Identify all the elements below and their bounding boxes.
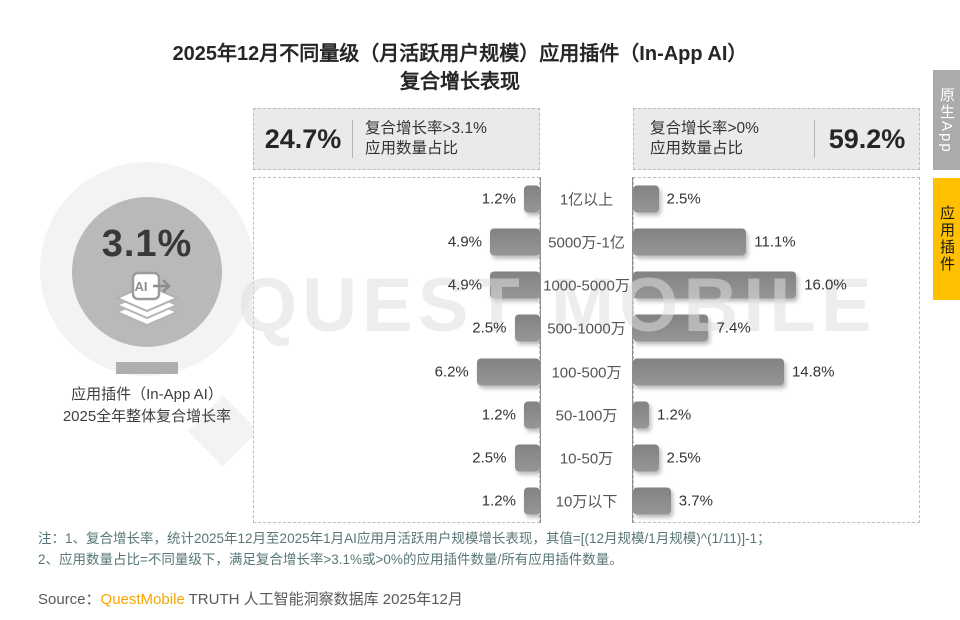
left-bar <box>490 228 540 256</box>
left-bar <box>514 314 540 342</box>
source-brand: QuestMobile <box>100 591 185 608</box>
left-bar <box>524 185 540 213</box>
right-value-label: 1.2% <box>657 406 692 424</box>
summary-box-left: 24.7% 复合增长率>3.1% 应用数量占比 <box>253 108 540 170</box>
left-value-label: 1.2% <box>481 406 516 424</box>
summary-left-value: 24.7% <box>264 123 342 154</box>
left-bar <box>514 444 540 472</box>
overall-growth-value: 3.1% <box>101 223 193 265</box>
right-value-label: 14.8% <box>791 363 835 381</box>
left-value-label: 4.9% <box>447 276 483 294</box>
page-title-line2: 复合增长表现 <box>400 71 520 93</box>
source-prefix: Source： <box>38 591 101 608</box>
chart-row: 4.9% 5000万-1亿 11.1% <box>253 220 920 263</box>
source-line: Source：QuestMobile TRUTH 人工智能洞察数据库 2025年… <box>38 588 463 609</box>
summary-right-label: 复合增长率>0% 应用数量占比 <box>650 120 759 157</box>
chart-row: 6.2% 100-500万 14.8% <box>253 350 920 393</box>
overall-growth-circle: 3.1% AI <box>72 197 222 347</box>
ai-plugin-icon: AI <box>114 271 180 327</box>
chart-row: 1.2% 50-100万 1.2% <box>253 393 920 436</box>
category-label: 50-100万 <box>555 407 618 425</box>
left-value-label: 2.5% <box>472 449 507 467</box>
category-label: 10万以下 <box>555 493 618 511</box>
right-bar <box>633 185 659 213</box>
left-bar <box>524 487 540 515</box>
overall-growth-caption-line1: 应用插件（In-App AI） <box>71 386 223 403</box>
left-value-label: 1.2% <box>481 190 516 208</box>
summary-left-label: 复合增长率>3.1% 应用数量占比 <box>365 120 487 157</box>
left-value-label: 1.2% <box>481 492 516 510</box>
right-value-label: 16.0% <box>804 276 847 294</box>
summary-right-value: 59.2% <box>828 123 906 154</box>
right-value-label: 2.5% <box>666 449 701 467</box>
left-value-label: 6.2% <box>434 363 469 381</box>
page-title-line1: 2025年12月不同量级（月活跃用户规模）应用插件（In-App AI） <box>172 43 748 65</box>
overall-growth-caption: 应用插件（In-App AI） 2025全年整体复合增长率 <box>17 384 277 428</box>
summary-right-divider <box>814 120 815 158</box>
chart-row: 1.2% 10万以下 3.7% <box>253 480 920 523</box>
right-value-label: 7.4% <box>716 319 751 337</box>
left-value-label: 4.9% <box>447 233 483 251</box>
right-value-label: 11.1% <box>754 233 796 251</box>
right-bar <box>633 271 797 299</box>
right-bar <box>633 401 649 429</box>
svg-text:AI: AI <box>135 279 148 294</box>
category-label: 500-1000万 <box>547 320 626 338</box>
overall-growth-caption-line2: 2025全年整体复合增长率 <box>62 408 232 425</box>
right-bar <box>633 444 659 472</box>
chart-row: 1.2% 1亿以上 2.5% <box>253 177 920 220</box>
right-bar <box>633 358 784 386</box>
bidirectional-bar-chart: 1.2% 1亿以上 2.5% 4.9% 5000万-1亿 11.1% 4.9% 1000-50… <box>253 177 920 523</box>
footnote: 注：1、复合增长率，统计2025年12月至2025年1月AI应用月活跃用户规模增… <box>38 528 932 570</box>
category-label: 10-50万 <box>559 450 614 468</box>
category-label: 100-500万 <box>551 364 622 382</box>
chart-row: 4.9% 1000-5000万 16.0% <box>253 264 920 307</box>
right-bar <box>633 314 709 342</box>
circle-pedestal <box>116 362 178 374</box>
source-suffix: TRUTH 人工智能洞察数据库 2025年12月 <box>184 591 463 608</box>
footnote-line1: 注：1、复合增长率，统计2025年12月至2025年1月AI应用月活跃用户规模增… <box>38 531 771 546</box>
footnote-line2: 2、应用数量占比=不同量级下，满足复合增长率>3.1%或>0%的应用插件数量/所… <box>38 552 623 567</box>
left-bar <box>476 358 540 386</box>
page-title: 2025年12月不同量级（月活跃用户规模）应用插件（In-App AI） 复合增… <box>0 40 920 96</box>
chart-row: 2.5% 10-50万 2.5% <box>253 437 920 480</box>
right-value-label: 3.7% <box>678 492 713 510</box>
summary-left-divider <box>352 120 353 158</box>
left-bar <box>490 271 540 299</box>
left-value-label: 2.5% <box>472 319 507 337</box>
chart-row: 2.5% 500-1000万 7.4% <box>253 307 920 350</box>
chart-rows: 1.2% 1亿以上 2.5% 4.9% 5000万-1亿 11.1% 4.9% 1000-50… <box>253 177 920 523</box>
category-column <box>540 177 633 523</box>
left-bar <box>524 401 540 429</box>
summary-box-right: 复合增长率>0% 应用数量占比 59.2% <box>633 108 920 170</box>
tab-app-plugin[interactable]: 应用插件 <box>933 178 960 300</box>
right-bar <box>633 228 747 256</box>
tab-native-app[interactable]: 原生App <box>933 70 960 170</box>
category-label: 1亿以上 <box>559 191 614 209</box>
right-value-label: 2.5% <box>666 190 701 208</box>
category-label: 1000-5000万 <box>543 277 630 295</box>
category-label: 5000万-1亿 <box>548 234 625 252</box>
right-bar <box>633 487 671 515</box>
